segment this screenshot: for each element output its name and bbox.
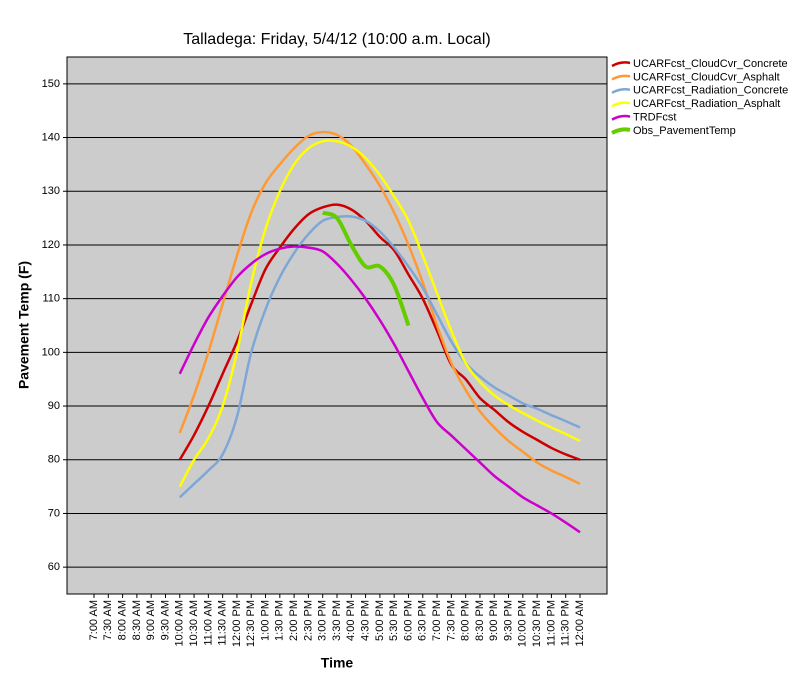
y-tick-label: 120 (42, 239, 60, 251)
y-axis-title: Pavement Temp (F) (16, 261, 32, 389)
y-tick-label: 100 (42, 346, 60, 358)
legend-swatch (611, 61, 631, 68)
x-tick-label: 10:00 AM (174, 600, 186, 646)
y-tick-label: 150 (42, 78, 60, 90)
legend-swatch (611, 101, 631, 108)
x-tick-label: 10:00 PM (517, 600, 529, 647)
y-tick-label: 80 (48, 454, 60, 466)
x-tick-label: 8:00 PM (460, 600, 472, 641)
x-tick-label: 11:30 AM (217, 600, 229, 646)
x-tick-label: 11:00 AM (202, 600, 214, 646)
y-tick-label: 110 (42, 293, 60, 305)
x-tick-label: 11:30 PM (560, 600, 572, 646)
y-tick-label: 130 (42, 185, 60, 197)
series-line (178, 214, 581, 499)
x-tick-label: 6:30 PM (417, 600, 429, 641)
legend-label: UCARFcst_Radiation_Asphalt (633, 98, 780, 110)
legend-label: UCARFcst_Radiation_Concrete (633, 85, 788, 97)
x-tick-label: 12:00 PM (231, 600, 243, 647)
legend-label: Obs_PavementTemp (633, 125, 736, 137)
x-tick-label: 6:00 PM (402, 600, 414, 641)
x-tick-label: 12:00 AM (574, 600, 586, 646)
x-tick-label: 9:30 PM (502, 600, 514, 641)
x-tick-label: 9:00 AM (145, 600, 157, 640)
legend-label: UCARFcst_CloudCvr_Asphalt (633, 71, 780, 83)
x-tick-label: 8:00 AM (116, 600, 128, 640)
series-line (178, 245, 581, 534)
x-tick-label: 5:00 PM (374, 600, 386, 641)
series-line (178, 203, 581, 461)
legend-swatch (611, 74, 631, 81)
chart-title: Talladega: Friday, 5/4/12 (10:00 a.m. Lo… (183, 31, 490, 48)
x-tick-label: 9:30 AM (159, 600, 171, 640)
legend-label: TRDFcst (633, 112, 676, 124)
series-line (178, 139, 581, 488)
legend-swatch (611, 127, 631, 135)
x-tick-label: 11:00 PM (545, 600, 557, 646)
legend-swatch (611, 87, 631, 94)
y-tick-label: 90 (48, 400, 60, 412)
x-tick-label: 4:30 PM (359, 600, 371, 641)
x-tick-label: 2:30 PM (302, 600, 314, 641)
x-tick-label: 10:30 AM (188, 600, 200, 646)
x-tick-label: 7:30 AM (102, 600, 114, 640)
x-tick-label: 8:30 AM (131, 600, 143, 640)
y-tick-label: 140 (42, 131, 60, 143)
x-tick-label: 1:00 PM (259, 600, 271, 641)
x-tick-label: 8:30 PM (474, 600, 486, 641)
x-tick-label: 4:00 PM (345, 600, 357, 641)
x-tick-label: 7:30 PM (445, 600, 457, 641)
series-line (178, 130, 581, 486)
x-tick-label: 1:30 PM (274, 600, 286, 641)
x-tick-label: 3:30 PM (331, 600, 343, 641)
x-tick-label: 7:00 PM (431, 600, 443, 641)
x-axis-title: Time (321, 655, 354, 671)
y-tick-label: 60 (48, 561, 60, 573)
x-tick-label: 5:30 PM (388, 600, 400, 641)
x-tick-label: 9:00 PM (488, 600, 500, 641)
legend-swatch (611, 114, 631, 121)
x-tick-label: 3:00 PM (317, 600, 329, 641)
x-tick-label: 10:30 PM (531, 600, 543, 647)
y-tick-label: 70 (48, 507, 60, 519)
legend-label: UCARFcst_CloudCvr_Concrete (633, 58, 788, 70)
x-tick-label: 7:00 AM (88, 600, 100, 640)
series-line (322, 210, 411, 327)
x-tick-label: 2:00 PM (288, 600, 300, 641)
plot-area (66, 56, 608, 595)
x-tick-label: 12:30 PM (245, 600, 257, 647)
